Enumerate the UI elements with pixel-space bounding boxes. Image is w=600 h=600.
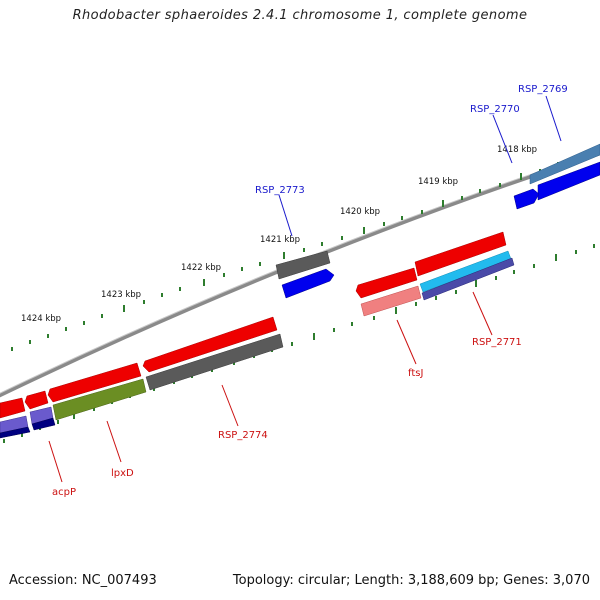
label-leaders xyxy=(48,95,562,483)
gene-RSP_2769[interactable] xyxy=(529,143,600,185)
gene-RSP_2771-red[interactable] xyxy=(414,231,507,277)
reverse-genes xyxy=(0,231,515,439)
kbp-label: 1418 kbp xyxy=(497,145,537,155)
gene-lpxD-red[interactable] xyxy=(47,362,142,403)
gene-label[interactable]: RSP_2770 xyxy=(470,104,520,115)
gene-ftsJ[interactable] xyxy=(360,285,422,317)
map-title: Rhodobacter sphaeroides 2.4.1 chromosome… xyxy=(72,8,528,23)
gene-label[interactable]: ftsJ xyxy=(408,368,423,379)
kbp-label: 1424 kbp xyxy=(21,314,61,324)
topology-text: Topology: circular; Length: 3,188,609 bp… xyxy=(232,573,590,588)
outer-tick-ring xyxy=(11,150,595,351)
accession-text: Accession: NC_007493 xyxy=(9,573,157,588)
gene-RSP_2774-red[interactable] xyxy=(142,316,278,373)
gene-label[interactable]: acpP xyxy=(52,487,76,498)
gene-acpP-dark[interactable] xyxy=(31,417,56,431)
gene-label[interactable]: RSP_2773 xyxy=(255,185,305,196)
gene-lpxD[interactable] xyxy=(52,378,147,421)
kbp-label: 1422 kbp xyxy=(181,263,221,273)
kbp-label: 1419 kbp xyxy=(418,177,458,187)
forward-genes xyxy=(275,143,600,299)
gene-RSP_2773-gray[interactable] xyxy=(275,250,331,280)
kbp-label: 1420 kbp xyxy=(340,207,380,217)
gene-RSP_2773[interactable] xyxy=(281,268,335,299)
gene-RSP_2771[interactable] xyxy=(421,257,515,301)
gene-RSP_2774[interactable] xyxy=(145,333,284,391)
gene-ftsJ-red[interactable] xyxy=(355,267,418,299)
kbp-label: 1421 kbp xyxy=(260,235,300,245)
gene-left-red[interactable] xyxy=(0,397,26,419)
gene-label[interactable]: RSP_2769 xyxy=(518,84,568,95)
gene-label[interactable]: RSP_2774 xyxy=(218,430,268,441)
gene-label[interactable]: lpxD xyxy=(111,468,134,479)
gene-left-dark[interactable] xyxy=(0,426,31,439)
kbp-label: 1423 kbp xyxy=(101,290,141,300)
gene-RSP_2770-arrow[interactable] xyxy=(513,188,540,210)
gene-label[interactable]: RSP_2771 xyxy=(472,337,522,348)
gene-acpP-red[interactable] xyxy=(24,390,49,410)
